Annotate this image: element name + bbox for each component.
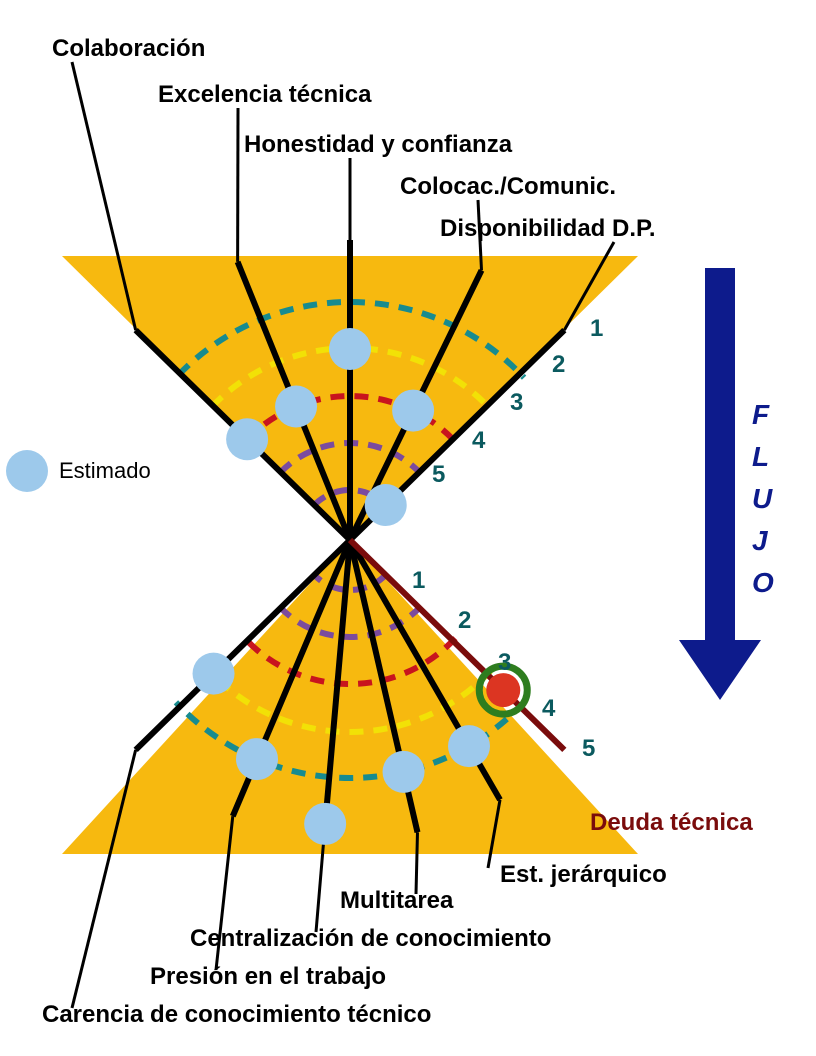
ring-num-top-1: 1 xyxy=(590,315,603,342)
flow-letter-4: O xyxy=(752,567,774,598)
bot-label-3: Multitarea xyxy=(340,887,454,914)
ring-num-top-4: 4 xyxy=(472,427,486,454)
top-est-dot-3 xyxy=(392,390,434,432)
top-label-3: Colocac./Comunic. xyxy=(400,173,616,200)
diagram-root: Colaboración Excelencia técnica Honestidad… xyxy=(0,0,816,1056)
top-label-4: Disponibilidad D.P. xyxy=(440,215,656,242)
bot-label-0: Carencia de conocimiento técnico xyxy=(42,1001,431,1028)
legend-text: Estimado xyxy=(59,458,151,483)
top-label-2: Honestidad y confianza xyxy=(244,131,513,158)
deuda-dot xyxy=(486,673,520,707)
bot-est-dot-3 xyxy=(383,751,425,793)
ring-num-bot-3: 3 xyxy=(498,649,511,676)
bot-label-2: Centralización de conocimiento xyxy=(190,925,551,952)
bot-est-dot-2 xyxy=(304,803,346,845)
bot-label-4: Est. jerárquico xyxy=(500,861,667,888)
bot-est-dot-0 xyxy=(193,653,235,695)
ring-num-bot-1: 1 xyxy=(412,567,425,594)
ring-num-bot-2: 2 xyxy=(458,607,471,634)
ring-num-bot-4: 4 xyxy=(542,695,556,722)
bot-leader-0 xyxy=(72,750,136,1008)
flow-letter-2: U xyxy=(752,483,773,514)
top-est-dot-4 xyxy=(365,484,407,526)
legend-dot xyxy=(6,450,48,492)
flow-arrow xyxy=(679,268,761,700)
ring-num-top-3: 3 xyxy=(510,389,523,416)
top-est-dot-1 xyxy=(275,385,317,427)
ring-num-top-5: 5 xyxy=(432,461,445,488)
top-est-dot-0 xyxy=(226,418,268,460)
flow-letter-0: F xyxy=(752,399,770,430)
bot-est-dot-4 xyxy=(448,725,490,767)
bot-leader-3 xyxy=(416,832,417,894)
bot-label-5: Deuda técnica xyxy=(590,809,753,836)
ring-num-top-2: 2 xyxy=(552,351,565,378)
bot-label-1: Presión en el trabajo xyxy=(150,963,386,990)
flow-letter-3: J xyxy=(752,525,769,556)
top-est-dot-2 xyxy=(329,328,371,370)
bot-est-dot-1 xyxy=(236,738,278,780)
ring-num-bot-5: 5 xyxy=(582,735,595,762)
flow-letter-1: L xyxy=(752,441,769,472)
top-label-1: Excelencia técnica xyxy=(158,81,372,108)
top-label-0: Colaboración xyxy=(52,35,205,62)
